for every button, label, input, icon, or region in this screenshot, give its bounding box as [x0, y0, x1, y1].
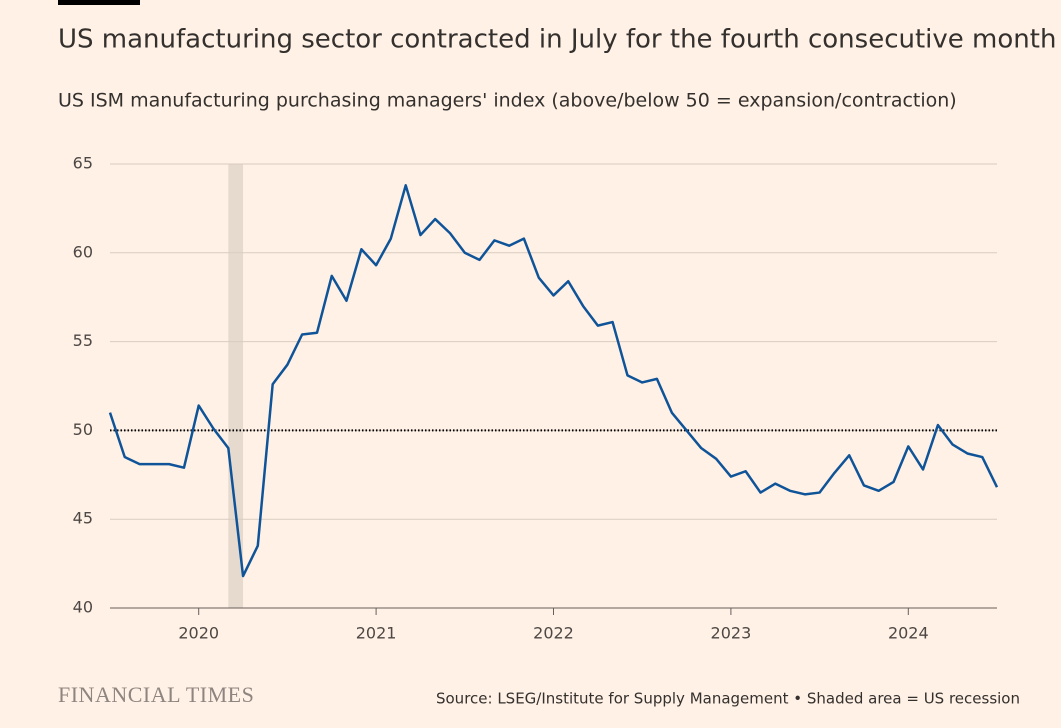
y-tick-label: 50	[73, 420, 93, 439]
chart-title: US manufacturing sector contracted in Ju…	[58, 25, 1056, 55]
brand: FINANCIAL TIMES	[58, 682, 254, 707]
x-tick-label: 2021	[356, 624, 397, 643]
y-tick-label: 65	[73, 154, 93, 173]
x-tick-label: 2024	[888, 624, 929, 643]
y-tick-label: 45	[73, 509, 93, 528]
y-tick-label: 40	[73, 598, 93, 617]
x-tick-label: 2022	[533, 624, 574, 643]
x-tick-label: 2023	[711, 624, 752, 643]
chart-subtitle: US ISM manufacturing purchasing managers…	[58, 90, 957, 112]
source: Source: LSEG/Institute for Supply Manage…	[436, 690, 1020, 708]
x-tick-label: 2020	[178, 624, 219, 643]
data-line	[108, 184, 999, 578]
top-bar	[58, 0, 140, 5]
y-tick-label: 60	[73, 242, 93, 261]
recession-band	[228, 164, 244, 608]
y-tick-label: 55	[73, 331, 93, 350]
